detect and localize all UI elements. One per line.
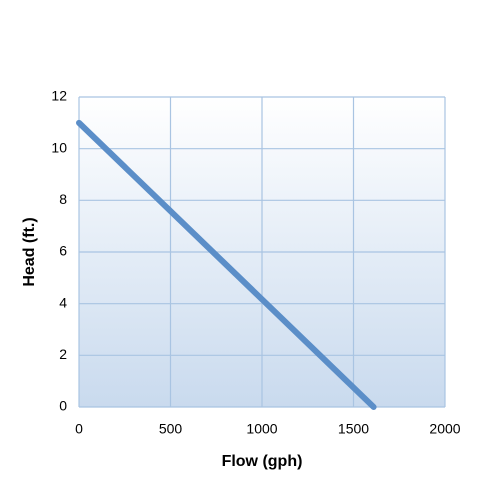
y-tick-label: 8	[59, 191, 67, 207]
y-tick-label: 2	[59, 346, 67, 362]
x-tick-label: 1500	[338, 421, 369, 437]
y-tick-label: 6	[59, 243, 67, 259]
data-line	[76, 119, 377, 410]
y-tick-label: 4	[59, 294, 67, 310]
y-tick-label: 12	[51, 88, 67, 104]
x-tick-label: 0	[75, 421, 83, 437]
y-tick-label: 0	[59, 398, 67, 414]
x-tick-label: 500	[159, 421, 183, 437]
x-tick-label: 1000	[246, 421, 277, 437]
x-tick-label: 2000	[429, 421, 460, 437]
y-axis-title: Head (ft.)	[21, 217, 38, 286]
y-tick-label: 10	[51, 139, 67, 155]
x-axis-title: Flow (gph)	[222, 453, 303, 470]
